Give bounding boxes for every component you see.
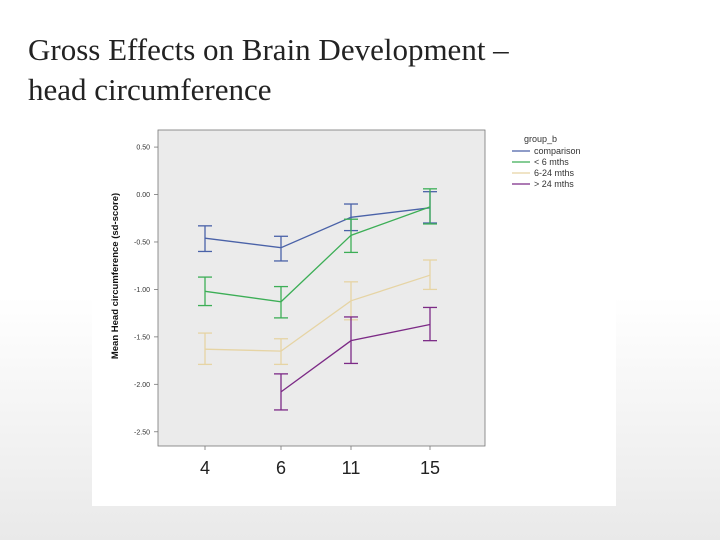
- y-axis-label: Mean Head circumference (sd-score): [110, 193, 121, 359]
- plot-area: [157, 129, 486, 447]
- series-line-2: [204, 274, 431, 352]
- x-tick-label: 15: [420, 458, 440, 478]
- line-chart: 0.50 0.00 -0.50 -1.00 -1.50 -2.00 -2.50 Mean He…: [110, 129, 581, 478]
- y-tick-label: 0.50: [136, 145, 150, 152]
- legend-entry-0: comparison: [534, 146, 581, 156]
- x-tick-label: 11: [342, 458, 361, 478]
- y-tick-label: -2.50: [134, 429, 150, 436]
- y-tick-label: -2.00: [134, 382, 150, 389]
- series-line-0: [204, 207, 431, 249]
- x-tick-label: 6: [276, 458, 286, 478]
- slide-title-line-1: Gross Effects on Brain Development –: [28, 32, 509, 67]
- slide-title-line-2: head circumference: [28, 72, 272, 108]
- series-line-1: [204, 206, 431, 303]
- legend-title: group_b: [524, 134, 557, 144]
- slide-title: Gross Effects on Brain Development – hea…: [28, 30, 509, 111]
- legend-entry-1: < 6 mths: [534, 157, 569, 167]
- y-tick-label: 0.00: [136, 192, 150, 199]
- legend-entry-3: > 24 mths: [534, 179, 574, 189]
- y-tick-label: -1.50: [134, 334, 150, 341]
- legend-entry-2: 6-24 mths: [534, 168, 575, 178]
- x-tick-label: 4: [200, 458, 210, 478]
- chart-figure: 0.50 0.00 -0.50 -1.00 -1.50 -2.00 -2.50 Mean He…: [92, 128, 616, 506]
- y-tick-label: -1.00: [134, 287, 150, 294]
- y-tick-label: -0.50: [134, 239, 150, 246]
